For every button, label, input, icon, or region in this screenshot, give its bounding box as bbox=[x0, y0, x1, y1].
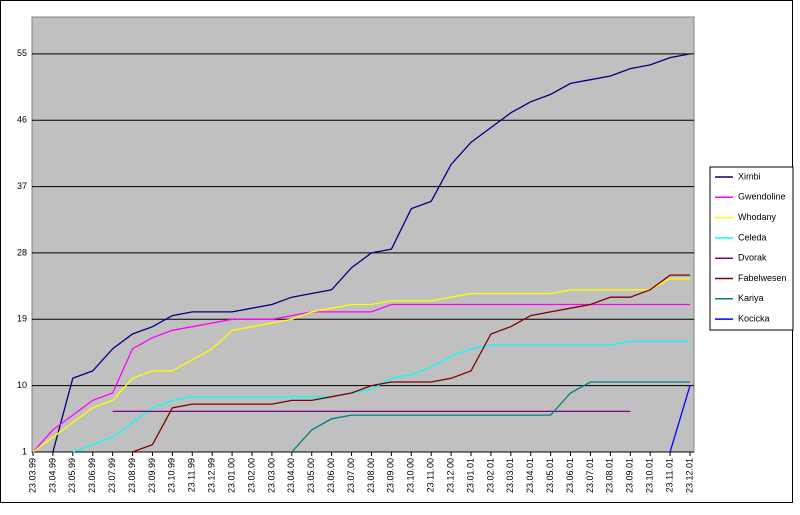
legend-label: Kocicka bbox=[738, 313, 770, 323]
x-tick-label: 23.06.00 bbox=[326, 458, 336, 493]
x-tick-label: 23.02.00 bbox=[246, 458, 256, 493]
x-tick-label: 23.10.01 bbox=[645, 458, 655, 493]
x-tick-label: 23.12.99 bbox=[207, 458, 217, 493]
series-line bbox=[32, 303, 690, 453]
legend-label: Whodany bbox=[738, 212, 777, 222]
x-tick-label: 23.05.00 bbox=[306, 458, 316, 493]
x-tick-label: 23.01.00 bbox=[226, 458, 236, 493]
x-tick-label: 23.08.01 bbox=[605, 458, 615, 493]
x-tick-label: 23.11.00 bbox=[426, 458, 436, 492]
legend-label: Ximbi bbox=[738, 171, 761, 181]
legend-label: Fabelwesen bbox=[738, 273, 787, 283]
series-line bbox=[52, 53, 691, 453]
x-tick-label: 23.07.99 bbox=[107, 458, 117, 493]
x-tick-label: 23.04.00 bbox=[286, 458, 296, 493]
legend-label: Gwendoline bbox=[738, 192, 786, 202]
y-tick-label: 19 bbox=[17, 314, 27, 324]
y-tick-label: 37 bbox=[17, 181, 27, 191]
y-tick-label: 1 bbox=[22, 446, 27, 456]
x-tick-label: 23.06.01 bbox=[565, 458, 575, 493]
series-line bbox=[132, 274, 690, 453]
x-tick-label: 23.05.99 bbox=[67, 458, 77, 493]
legend-label: Kariya bbox=[738, 293, 764, 303]
x-tick-label: 23.10.00 bbox=[406, 458, 416, 493]
x-tick-label: 23.03.99 bbox=[27, 458, 37, 493]
x-tick-label: 23.02.01 bbox=[485, 458, 495, 493]
x-tick-label: 23.01.01 bbox=[465, 458, 475, 493]
x-tick-label: 23.03.01 bbox=[505, 458, 515, 493]
x-tick-label: 23.08.00 bbox=[366, 458, 376, 493]
x-tick-label: 23.03.00 bbox=[266, 458, 276, 493]
x-tick-label: 23.12.01 bbox=[684, 458, 694, 493]
series-line bbox=[669, 385, 691, 453]
x-tick-label: 23.04.99 bbox=[47, 458, 57, 493]
legend-label: Celeda bbox=[738, 232, 767, 242]
x-tick-label: 23.11.99 bbox=[187, 458, 197, 492]
y-tick-label: 10 bbox=[17, 380, 27, 390]
y-tick-label: 55 bbox=[17, 48, 27, 58]
x-tick-label: 23.07.01 bbox=[585, 458, 595, 493]
plot-area bbox=[31, 16, 695, 453]
y-tick-label: 28 bbox=[17, 247, 27, 257]
series-line bbox=[32, 278, 690, 453]
x-tick-label: 23.09.99 bbox=[147, 458, 157, 493]
series-line bbox=[291, 381, 690, 453]
legend-box bbox=[709, 166, 794, 331]
x-tick-label: 23.12.00 bbox=[445, 458, 455, 493]
x-tick-label: 23.08.99 bbox=[127, 458, 137, 493]
x-tick-label: 23.11.01 bbox=[664, 458, 674, 492]
x-tick-label: 23.05.01 bbox=[545, 458, 555, 493]
x-tick-label: 23.10.99 bbox=[167, 458, 177, 493]
x-tick-label: 23.04.01 bbox=[525, 458, 535, 493]
x-tick-label: 23.07.00 bbox=[346, 458, 356, 493]
x-tick-label: 23.09.00 bbox=[386, 458, 396, 493]
legend-label: Dvorak bbox=[738, 253, 767, 263]
x-tick-label: 23.06.99 bbox=[87, 458, 97, 493]
x-tick-label: 23.09.01 bbox=[625, 458, 635, 493]
y-tick-label: 46 bbox=[17, 115, 27, 125]
